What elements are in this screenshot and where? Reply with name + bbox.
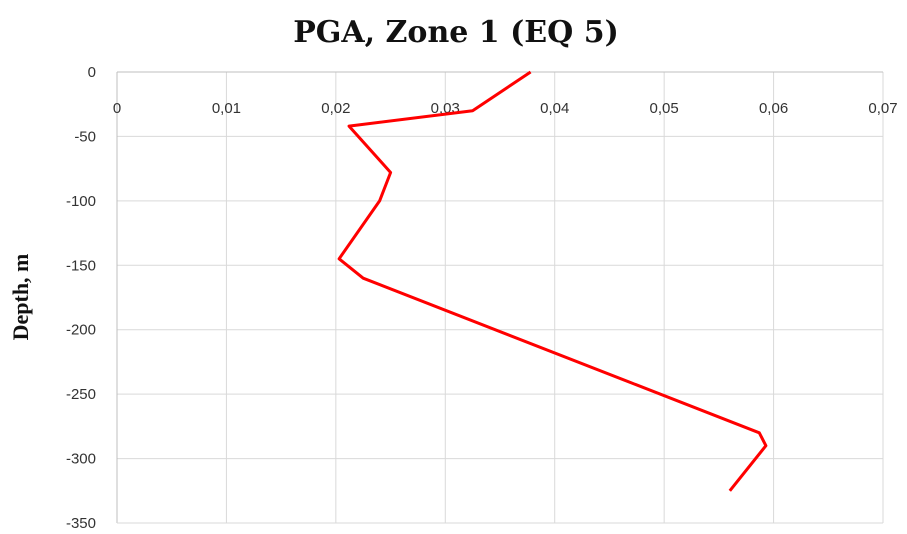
x-tick-label: 0,06 [759,100,788,117]
y-tick-label: -150 [66,257,96,274]
x-tick-label: 0,01 [212,100,241,117]
y-axis-label: Depth, m [8,254,33,341]
y-tick-label: -350 [66,515,96,532]
y-tick-label: -200 [66,322,96,339]
y-tick-label: -100 [66,193,96,210]
y-tick-label: 0 [88,64,96,81]
tick-labels: 0 0,01 0,02 0,03 0,04 0,05 0,06 0,070-50-100-15… [66,64,898,532]
chart-title: PGA, Zone 1 (EQ 5) [293,15,619,50]
y-tick-label: -250 [66,386,96,403]
x-tick-label: 0,04 [540,100,569,117]
series-layer [337,70,768,492]
axes [116,71,883,524]
y-tick-label: -50 [74,128,96,145]
series-line [337,70,768,492]
gridlines [117,72,884,523]
y-tick-label: -300 [66,451,96,468]
x-tick-label: 0 [113,100,121,117]
x-tick-label: 0,05 [650,100,679,117]
x-tick-label: 0,02 [321,100,350,117]
x-tick-label: 0,07 [868,100,897,117]
